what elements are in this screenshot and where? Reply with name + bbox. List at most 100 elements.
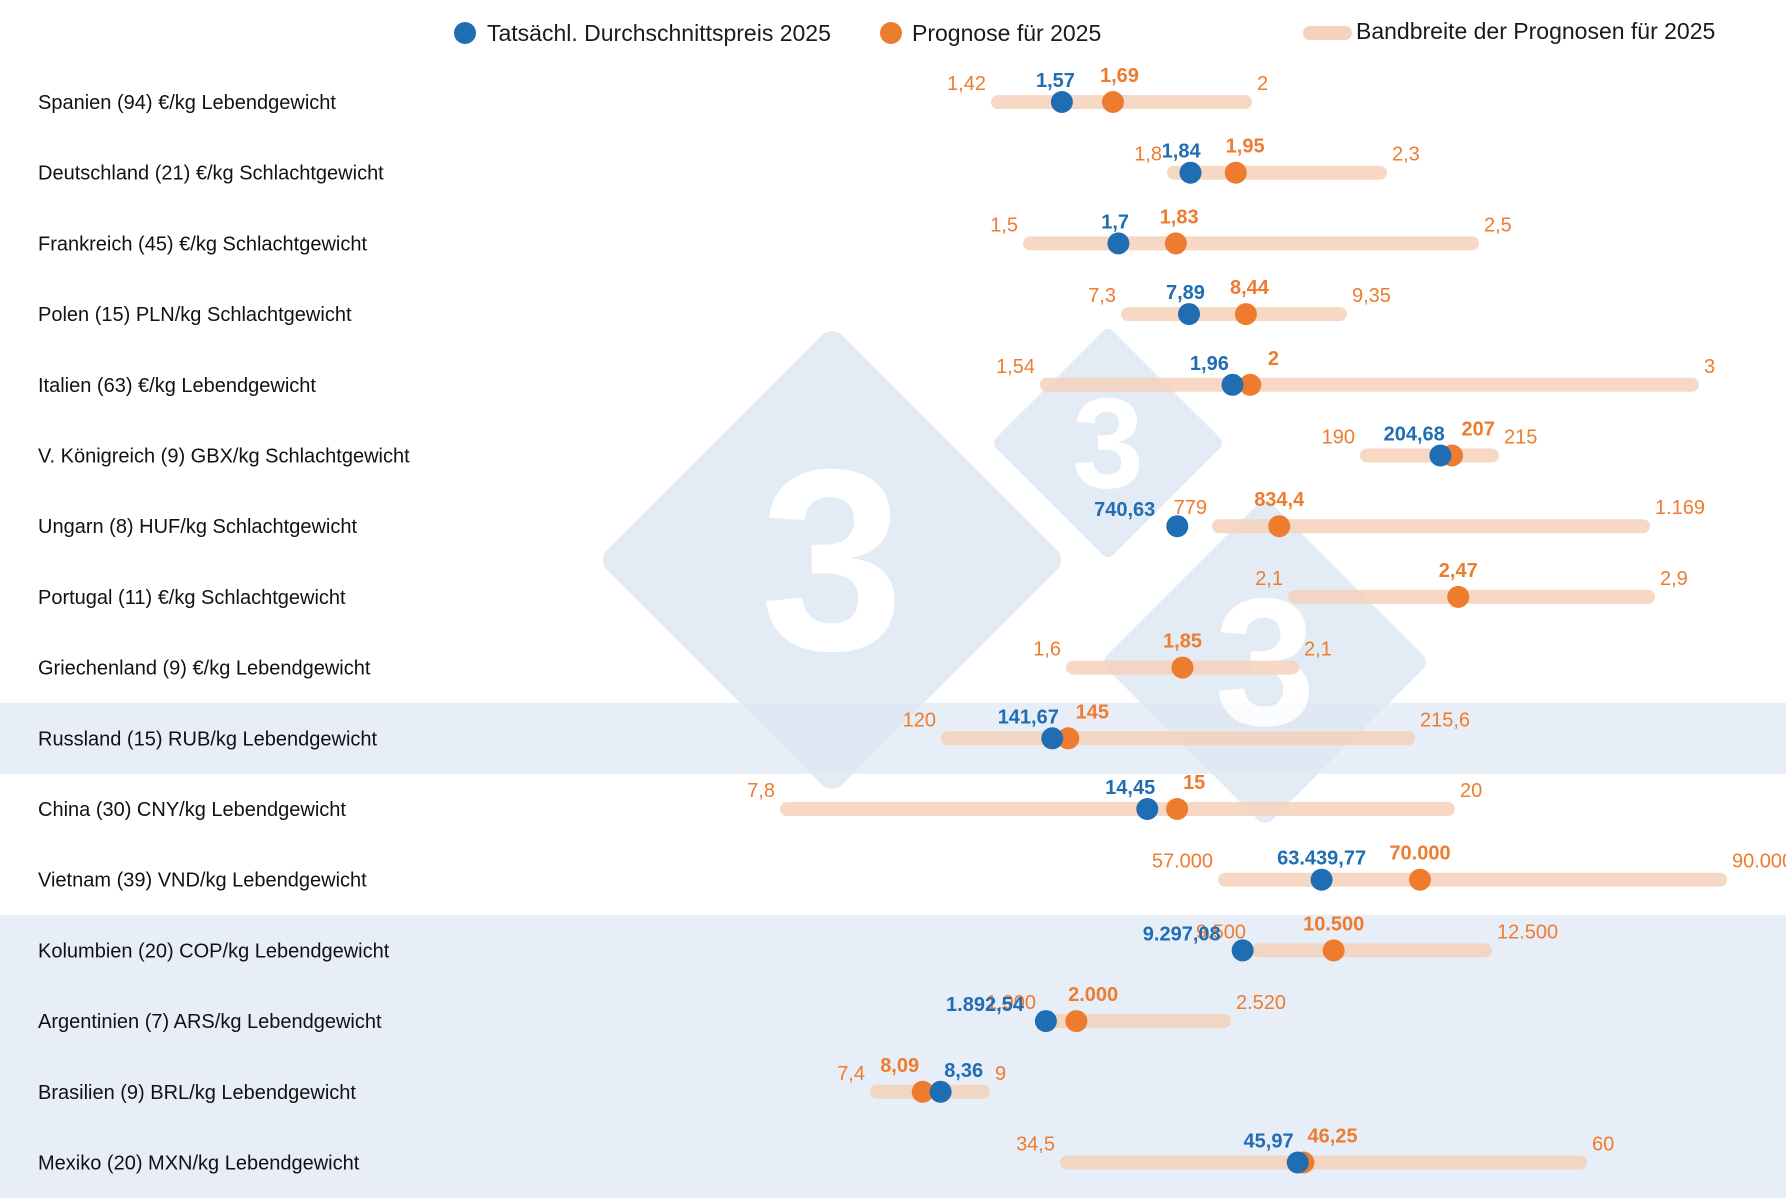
forecast-value-label: 70.000 — [1389, 843, 1450, 865]
range-min-label: 2,1 — [1255, 568, 1283, 590]
row-1: Spanien (94) €/kg Lebendgewicht 1,42 2 1,57… — [38, 65, 1268, 114]
watermark-diamond-shape — [602, 330, 1062, 790]
forecast-marker — [1057, 727, 1080, 750]
forecast-value-label: 207 — [1462, 419, 1495, 441]
actual-marker — [1034, 1010, 1057, 1033]
row-6: V. Königreich (9) GBX/kg Schlachtgewicht… — [38, 419, 1537, 468]
row-3: Frankreich (45) €/kg Schlachtgewicht 1,5 2… — [38, 206, 1512, 255]
row-9: Griechenland (9) €/kg Lebendgewicht 1,6 2,… — [38, 631, 1332, 680]
range-max-label: 12.500 — [1497, 921, 1558, 943]
range-max-label: 9 — [995, 1063, 1006, 1085]
actual-marker — [1179, 161, 1202, 184]
range-max-label: 215 — [1504, 427, 1537, 449]
category-label: Deutschland (21) €/kg Schlachtgewicht — [38, 163, 384, 185]
category-label: China (30) CNY/kg Lebendgewicht — [38, 799, 346, 821]
category-label: Polen (15) PLN/kg Schlachtgewicht — [38, 304, 352, 326]
actual-marker — [1429, 444, 1452, 467]
forecast-value-label: 834,4 — [1254, 489, 1305, 511]
range-min-label: 34,5 — [1016, 1134, 1055, 1156]
row-13: Kolumbien (20) COP/kg Lebendgewicht 9.500… — [38, 913, 1558, 962]
range-max-label: 60 — [1592, 1134, 1614, 1156]
actual-value-label: 740,63 — [1094, 499, 1155, 521]
actual-value-label: 1,84 — [1162, 141, 1202, 163]
category-label: Argentinien (7) ARS/kg Lebendgewicht — [38, 1011, 382, 1033]
legend-actual-label: Tatsächl. Durchschnittspreis 2025 — [487, 20, 831, 46]
actual-marker — [1050, 91, 1073, 113]
forecast-value-label: 2.000 — [1068, 984, 1118, 1006]
actual-value-label: 45,97 — [1244, 1131, 1294, 1153]
actual-value-label: 141,67 — [998, 706, 1059, 728]
actual-value-label: 8,36 — [944, 1060, 983, 1082]
category-label: Italien (63) €/kg Lebendgewicht — [38, 375, 316, 397]
range-max-label: 215,6 — [1420, 709, 1470, 731]
forecast-value-label: 1,69 — [1100, 65, 1139, 87]
forecast-value-label: 8,44 — [1230, 277, 1270, 299]
row-14: Argentinien (7) ARS/kg Lebendgewicht 1.90… — [38, 984, 1286, 1033]
range-max-label: 90.000 — [1732, 851, 1786, 873]
range-max-label: 20 — [1460, 780, 1482, 802]
watermark-diamond-1: 3 — [602, 330, 1062, 790]
range-max-label: 2,3 — [1392, 144, 1420, 166]
row-11: China (30) CNY/kg Lebendgewicht 7,8 20 14,4… — [38, 772, 1482, 821]
forecast-marker — [1065, 1010, 1088, 1033]
forecast-value-label: 8,09 — [880, 1055, 919, 1077]
range-min-label: 1,5 — [990, 214, 1018, 236]
range-max-label: 2.520 — [1236, 992, 1286, 1014]
forecast-value-label: 10.500 — [1303, 913, 1364, 935]
actual-marker — [1107, 232, 1130, 255]
forecast-marker — [1171, 656, 1194, 679]
range-max-label: 2,9 — [1660, 568, 1688, 590]
actual-value-label: 1,7 — [1101, 211, 1129, 233]
actual-value-label: 63.439,77 — [1277, 848, 1366, 870]
row-15: Brasilien (9) BRL/kg Lebendgewicht 7,4 9 8,… — [38, 1055, 1006, 1104]
range-max-label: 2 — [1257, 73, 1268, 95]
row-7: Ungarn (8) HUF/kg Schlachtgewicht 779 1.16… — [38, 489, 1705, 538]
forecast-marker — [1268, 515, 1291, 538]
actual-value-label: 14,45 — [1105, 777, 1155, 799]
category-label: Griechenland (9) €/kg Lebendgewicht — [38, 658, 371, 680]
forecast-marker — [1224, 161, 1247, 184]
forecast-marker — [1447, 585, 1470, 608]
forecast-value-label: 2 — [1268, 348, 1279, 370]
forecast-marker — [1322, 939, 1345, 962]
forecast-value-label: 1,85 — [1163, 631, 1202, 653]
range-min-label: 120 — [903, 709, 936, 731]
range-min-label: 7,3 — [1088, 285, 1116, 307]
legend-forecast-marker — [880, 22, 902, 44]
category-label: Mexiko (20) MXN/kg Lebendgewicht — [38, 1153, 360, 1175]
region-bands — [0, 702, 1786, 1198]
actual-marker — [1166, 515, 1189, 538]
forecast-value-label: 2,47 — [1439, 560, 1478, 582]
forecast-marker — [911, 1080, 934, 1103]
legend-forecast-label: Prognose für 2025 — [912, 20, 1101, 46]
range-min-label: 7,8 — [747, 780, 775, 802]
category-label: Kolumbien (20) COP/kg Lebendgewicht — [38, 940, 390, 962]
range-min-label: 190 — [1322, 427, 1355, 449]
range-min-label: 7,4 — [837, 1063, 865, 1085]
category-label: Vietnam (39) VND/kg Lebendgewicht — [38, 870, 367, 892]
actual-value-label: 9.297,08 — [1143, 923, 1221, 945]
range-min-label: 1,6 — [1033, 639, 1061, 661]
forecast-value-label: 15 — [1183, 772, 1205, 794]
range-min-label: 57.000 — [1152, 851, 1213, 873]
range-min-label: 779 — [1174, 497, 1207, 519]
watermark-digit: 3 — [1072, 371, 1144, 515]
range-min-label: 1.900 — [986, 992, 1036, 1014]
forecast-value-label: 145 — [1076, 701, 1109, 723]
range-max-label: 3 — [1704, 356, 1715, 378]
row-4: Polen (15) PLN/kg Schlachtgewicht 7,3 9,35… — [38, 277, 1391, 326]
actual-value-label: 7,89 — [1166, 282, 1205, 304]
forecast-marker — [1101, 91, 1124, 113]
range-max-label: 2,5 — [1484, 214, 1512, 236]
actual-marker — [1041, 727, 1064, 750]
forecast-value-label: 1,95 — [1226, 136, 1265, 158]
range-min-label: 9.500 — [1196, 921, 1246, 943]
actual-marker — [1178, 303, 1201, 326]
actual-marker — [1286, 1151, 1309, 1174]
category-label: Russland (15) RUB/kg Lebendgewicht — [38, 728, 378, 750]
category-label: Spanien (94) €/kg Lebendgewicht — [38, 92, 336, 114]
category-label: Portugal (11) €/kg Schlachtgewicht — [38, 587, 346, 609]
legend-range-label: Bandbreite der Prognosen für 2025 — [1356, 18, 1715, 44]
row-12: Vietnam (39) VND/kg Lebendgewicht 57.000 9… — [38, 843, 1786, 892]
